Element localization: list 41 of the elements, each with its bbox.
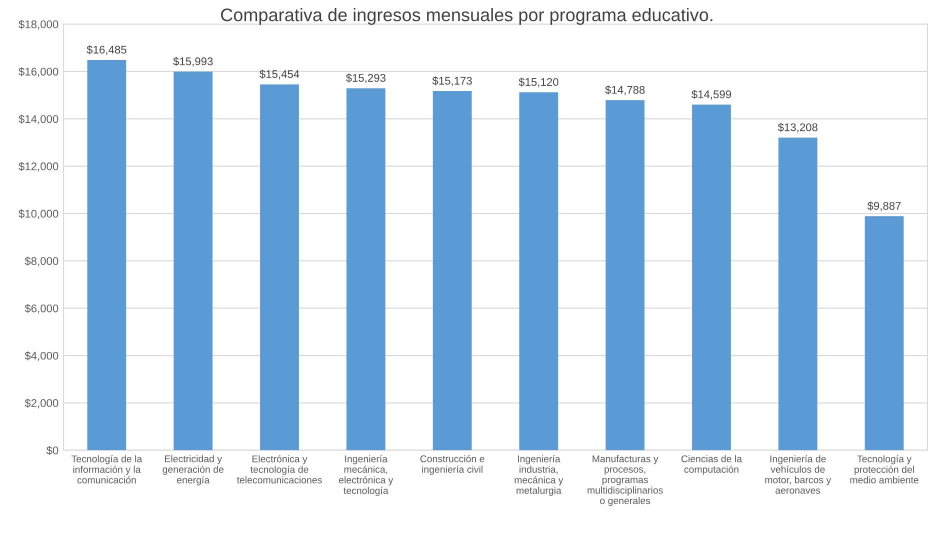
- data-label: $14,788: [605, 85, 645, 96]
- bar: [87, 60, 126, 450]
- x-tick-label: Electricidad y generación de energía: [162, 455, 224, 486]
- y-tick-label: $0: [46, 446, 58, 456]
- y-tick-label: $4,000: [24, 351, 58, 361]
- y-tick-label: $2,000: [24, 398, 58, 408]
- data-label: $15,293: [346, 74, 386, 84]
- bar: [432, 91, 472, 450]
- y-tick-label: $16,000: [18, 67, 58, 77]
- bar: [606, 100, 645, 450]
- y-tick-label: $8,000: [24, 256, 58, 266]
- x-tick-label: Electrónica y tecnología de telecomunicaciones: [236, 455, 322, 484]
- y-tick-label: $10,000: [18, 209, 58, 219]
- x-tick-label: Manufacturas y procesos, programas multidisciplinarios o generales: [588, 455, 663, 506]
- y-tick-label: $18,000: [18, 20, 58, 30]
- bar: [864, 216, 904, 450]
- data-label: $15,173: [432, 76, 472, 86]
- y-tick-label: $14,000: [18, 114, 58, 124]
- data-label: $9,887: [867, 201, 901, 212]
- x-tick-label: Ingeniería de vehículos de motor, barcos y aeronaves: [765, 455, 832, 494]
- x-tick-label: Construcción e ingeniería civil: [420, 454, 484, 475]
- x-tick-label: Ingeniería industria, mecánica y metalurgia: [514, 455, 564, 496]
- bar: [692, 104, 731, 450]
- data-label: $15,993: [173, 56, 213, 67]
- data-label: $15,454: [260, 70, 300, 80]
- y-tick-label: $6,000: [24, 304, 58, 314]
- bar: [260, 84, 299, 450]
- x-tick-label: Tecnología y protección del medio ambiente: [850, 455, 918, 484]
- data-label: $16,485: [86, 45, 126, 55]
- bar: [778, 138, 818, 450]
- bar: [174, 72, 213, 450]
- data-label: $14,599: [692, 90, 732, 100]
- x-tick-label: Ciencias de la computación: [681, 455, 742, 475]
- bar: [519, 92, 558, 450]
- x-tick-label: Ingeniería mecánica, electrónica y tecnología: [339, 455, 394, 496]
- bar: [346, 88, 386, 450]
- data-label: $15,120: [518, 78, 558, 88]
- x-tick-label: Tecnología de la información y la comunicación: [72, 455, 142, 484]
- chart-title: Comparativa de ingresos mensuales por programa educativo.: [221, 8, 712, 25]
- y-tick-label: $12,000: [18, 162, 58, 172]
- data-label: $13,208: [778, 122, 818, 133]
